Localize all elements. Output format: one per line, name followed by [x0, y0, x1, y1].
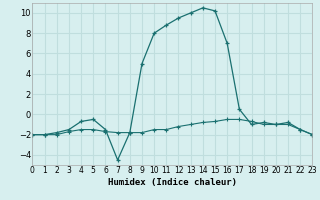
X-axis label: Humidex (Indice chaleur): Humidex (Indice chaleur)	[108, 178, 237, 187]
